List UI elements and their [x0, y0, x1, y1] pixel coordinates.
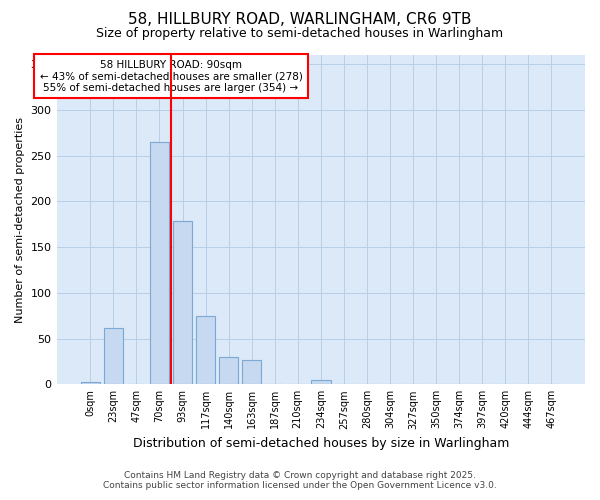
Bar: [173, 222, 193, 384]
Text: 58, HILLBURY ROAD, WARLINGHAM, CR6 9TB: 58, HILLBURY ROAD, WARLINGHAM, CR6 9TB: [128, 12, 472, 28]
Bar: [196, 316, 215, 384]
Bar: [219, 357, 238, 384]
Text: Size of property relative to semi-detached houses in Warlingham: Size of property relative to semi-detach…: [97, 28, 503, 40]
Bar: [149, 142, 169, 384]
Bar: [80, 382, 100, 384]
Bar: [104, 328, 123, 384]
Text: 58 HILLBURY ROAD: 90sqm
← 43% of semi-detached houses are smaller (278)
55% of s: 58 HILLBURY ROAD: 90sqm ← 43% of semi-de…: [40, 60, 302, 93]
Bar: [242, 360, 262, 384]
Y-axis label: Number of semi-detached properties: Number of semi-detached properties: [15, 116, 25, 322]
X-axis label: Distribution of semi-detached houses by size in Warlingham: Distribution of semi-detached houses by …: [133, 437, 509, 450]
Text: Contains HM Land Registry data © Crown copyright and database right 2025.
Contai: Contains HM Land Registry data © Crown c…: [103, 470, 497, 490]
Bar: [311, 380, 331, 384]
